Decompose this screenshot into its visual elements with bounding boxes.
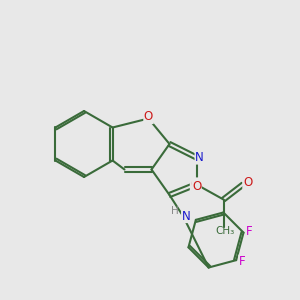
Text: O: O <box>144 110 153 124</box>
Text: F: F <box>246 225 253 238</box>
Text: CH₃: CH₃ <box>215 226 235 236</box>
Text: H: H <box>171 206 178 217</box>
Text: O: O <box>243 176 252 190</box>
Text: N: N <box>195 151 204 164</box>
Text: O: O <box>192 179 201 193</box>
Text: F: F <box>239 255 245 268</box>
Text: O: O <box>190 178 200 191</box>
Text: N: N <box>182 209 190 223</box>
